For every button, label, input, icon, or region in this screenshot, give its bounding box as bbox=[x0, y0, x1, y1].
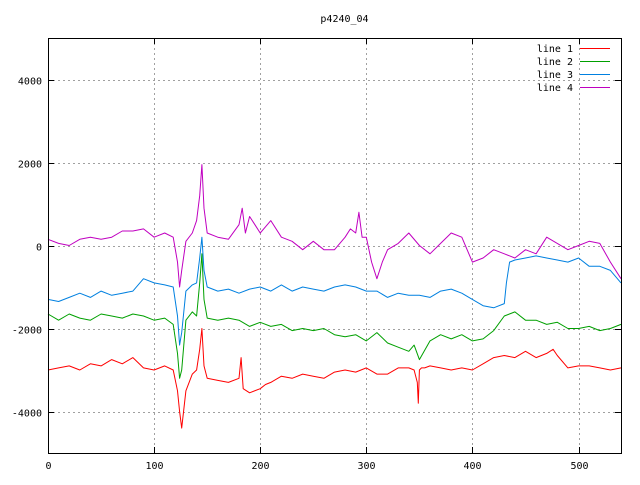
x-tick-label: 400 bbox=[463, 461, 481, 472]
chart-title: p4240_04 bbox=[320, 14, 368, 25]
series-line-4 bbox=[47, 164, 622, 288]
y-tick-label: 2000 bbox=[18, 160, 42, 171]
series-line-2 bbox=[47, 253, 622, 379]
x-tick-label: 200 bbox=[251, 461, 269, 472]
x-tick-label: 0 bbox=[45, 461, 51, 472]
series-line-1 bbox=[47, 328, 622, 429]
x-tick-label: 100 bbox=[145, 461, 163, 472]
legend: line 1 line 2 line 3 line 4 bbox=[537, 44, 610, 94]
y-tick-label: 0 bbox=[36, 243, 42, 254]
grid bbox=[48, 38, 621, 453]
y-tick-label: -4000 bbox=[12, 409, 42, 420]
axis-ticks: 0 100 200 300 400 500 -4000 -2000 0 2000 4000 bbox=[12, 38, 621, 472]
x-tick-label: 300 bbox=[357, 461, 375, 472]
series-line-3 bbox=[47, 236, 622, 346]
y-tick-label: -2000 bbox=[12, 326, 42, 337]
y-tick-label: 4000 bbox=[18, 77, 42, 88]
legend-label: line 3 bbox=[537, 70, 573, 81]
legend-label: line 4 bbox=[537, 83, 573, 94]
x-tick-label: 500 bbox=[570, 461, 588, 472]
series-group bbox=[47, 164, 622, 429]
legend-label: line 2 bbox=[537, 57, 573, 68]
legend-label: line 1 bbox=[537, 44, 573, 55]
